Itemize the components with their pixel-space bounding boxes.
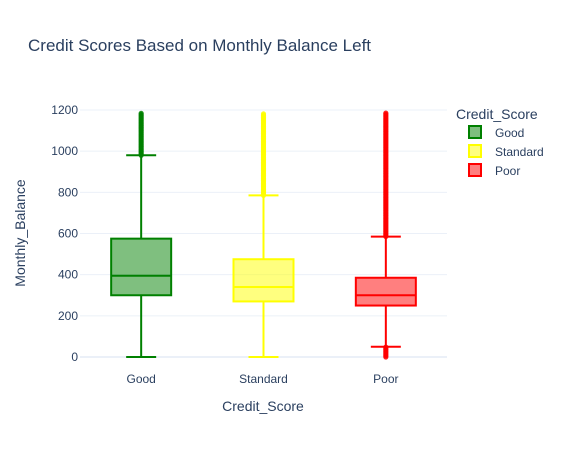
x-axis-title: Credit_Score <box>222 398 304 414</box>
y-tick-label: 200 <box>58 309 78 323</box>
box-poor <box>354 110 417 360</box>
y-tick-label: 1200 <box>51 103 78 117</box>
chart-title: Credit Scores Based on Monthly Balance L… <box>28 36 371 55</box>
outlier-point <box>383 344 389 350</box>
x-tick-label: Standard <box>239 372 288 386</box>
outlier-point <box>383 110 389 116</box>
y-axis-ticks: 0 200 400 600 800 1000 1200 <box>51 103 78 364</box>
y-tick-label: 1000 <box>51 144 78 158</box>
y-tick-label: 800 <box>58 185 78 199</box>
y-axis-title: Monthly_Balance <box>12 179 28 287</box>
legend-swatch <box>468 163 482 177</box>
legend-label: Poor <box>495 164 520 178</box>
y-tick-label: 400 <box>58 268 78 282</box>
legend-swatch <box>468 125 482 139</box>
legend-label: Standard <box>495 145 544 159</box>
box-iqr <box>354 276 417 307</box>
y-tick-label: 600 <box>58 227 78 241</box>
outlier-point <box>260 111 267 117</box>
legend-label: Good <box>495 126 524 140</box>
legend-swatch <box>468 144 482 158</box>
x-tick-label: Poor <box>373 372 398 386</box>
box-iqr <box>110 237 173 297</box>
legend: Credit_Score Good Standard Poor <box>456 106 544 178</box>
box-good <box>110 110 173 358</box>
x-tick-label: Good <box>126 372 155 386</box>
legend-title: Credit_Score <box>456 106 538 122</box>
outlier-point <box>138 110 144 116</box>
box-standard <box>232 111 295 358</box>
y-tick-label: 0 <box>71 350 78 364</box>
box-series <box>110 110 417 360</box>
box-iqr <box>232 258 295 303</box>
x-axis-ticks: Good Standard Poor <box>126 372 398 386</box>
